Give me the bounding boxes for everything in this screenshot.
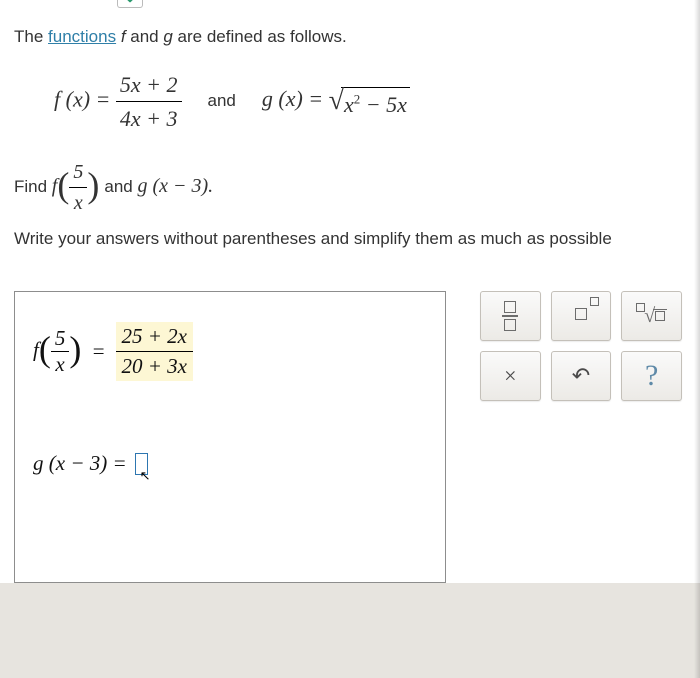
answer-area: f(5x) = 25 + 2x 20 + 3x g (x − 3) = ↖: [14, 291, 686, 583]
undo-icon: ↶: [572, 363, 590, 389]
f-definition: f (x) = 5x + 2 4x + 3: [54, 68, 182, 135]
g-definition: g (x) = √ x2 − 5x: [262, 82, 410, 121]
help-icon: ?: [645, 359, 658, 393]
ans1-value[interactable]: 25 + 2x 20 + 3x: [116, 322, 194, 381]
undo-button[interactable]: ↶: [551, 351, 612, 401]
answer-box[interactable]: f(5x) = 25 + 2x 20 + 3x g (x − 3) = ↖: [14, 291, 446, 583]
functions-link[interactable]: functions: [48, 27, 116, 46]
g-of-x-minus-3: g (x − 3).: [137, 175, 213, 197]
exponent-tool[interactable]: [551, 291, 612, 341]
ans2-lhs: g (x − 3) =: [33, 451, 127, 476]
f-fraction: 5x + 2 4x + 3: [116, 68, 182, 135]
definitions-block: f (x) = 5x + 2 4x + 3 and g (x) = √ x2 −…: [54, 68, 686, 135]
answer-2-input[interactable]: ↖: [135, 453, 148, 475]
edge-shadow: [694, 0, 700, 678]
answer-1: f(5x) = 25 + 2x 20 + 3x: [33, 322, 427, 381]
find-line: Find f(5x) and g (x − 3).: [14, 157, 686, 218]
cursor-icon: ↖: [140, 468, 151, 484]
question-content: The functions f and g are defined as fol…: [0, 0, 700, 271]
ans1-lhs: f(5x): [33, 326, 81, 377]
sqrt-expr: √ x2 − 5x: [329, 87, 410, 121]
exponent-icon: [575, 307, 587, 325]
chevron-down-icon: ⌄: [124, 0, 137, 6]
answer-2: g (x − 3) = ↖: [33, 451, 427, 476]
intro-line: The functions f and g are defined as fol…: [14, 24, 686, 50]
sqrt-tool[interactable]: √: [621, 291, 682, 341]
instruction-line: Write your answers without parentheses a…: [14, 226, 686, 252]
clear-button[interactable]: ×: [480, 351, 541, 401]
expand-chevron[interactable]: ⌄: [117, 0, 143, 8]
sqrt-icon: √: [329, 90, 344, 124]
sqrt-tool-icon: √: [636, 309, 667, 323]
and-word: and: [208, 88, 236, 114]
page: ⌄ The functions f and g are defined as f…: [0, 0, 700, 583]
math-toolbox: √ × ↶ ?: [480, 291, 682, 411]
x-icon: ×: [504, 363, 516, 389]
fraction-icon: [502, 301, 518, 330]
fraction-tool[interactable]: [480, 291, 541, 341]
help-button[interactable]: ?: [621, 351, 682, 401]
f-of-5-over-x: f(5x): [52, 175, 105, 197]
